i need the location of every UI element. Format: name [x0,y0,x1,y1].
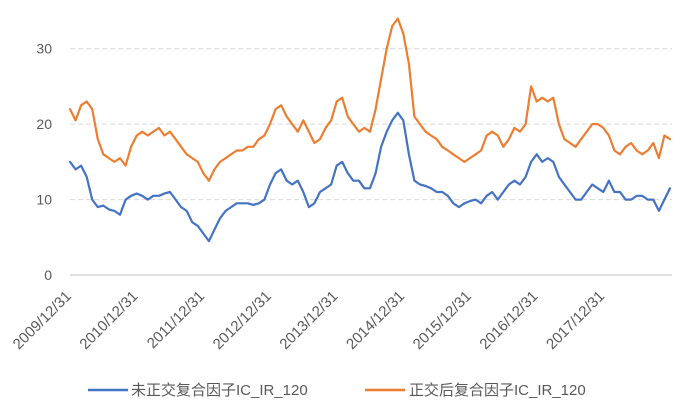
x-tick-label: 2012/12/31 [210,288,275,353]
x-tick-label: 2009/12/31 [10,288,75,353]
x-axis-labels: 2009/12/31 2010/12/31 2011/12/31 2012/12/31… [10,288,608,353]
x-tick-label: 2016/12/31 [476,288,541,353]
x-tick-label: 2017/12/31 [543,288,608,353]
y-tick-label: 30 [36,41,52,57]
y-axis-labels: 0 10 20 30 [36,41,52,283]
legend: 未正交复合因子IC_IR_120 正交后复合因子IC_IR_120 [88,381,586,399]
series-line-0 [68,111,672,243]
plot-area [68,17,672,243]
x-tick-label: 2015/12/31 [410,288,475,353]
legend-item-orthogonal: 正交后复合因子IC_IR_120 [365,381,586,399]
x-tick-label: 2014/12/31 [343,288,408,353]
x-tick-label: 2011/12/31 [144,288,208,352]
series-line-1 [68,17,672,182]
legend-item-unorthogonal: 未正交复合因子IC_IR_120 [88,381,308,399]
legend-label: 未正交复合因子IC_IR_120 [131,381,308,399]
x-tick-label: 2013/12/31 [276,288,341,353]
legend-label: 正交后复合因子IC_IR_120 [409,381,586,399]
x-tick-label: 2010/12/31 [76,288,141,353]
y-tick-label: 20 [36,116,52,132]
y-tick-label: 0 [44,267,52,283]
y-tick-label: 10 [36,192,52,208]
